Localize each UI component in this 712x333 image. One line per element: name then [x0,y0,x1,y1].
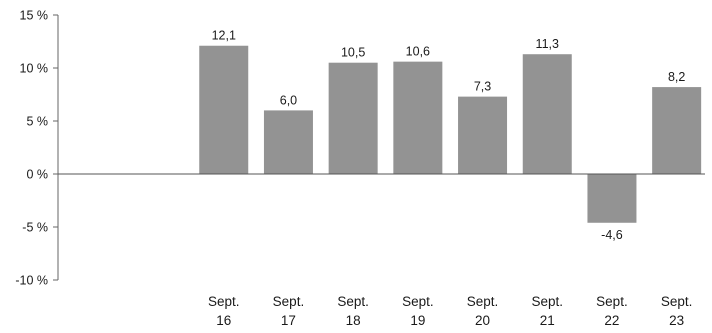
bar [587,174,637,223]
y-tick-label: 0 % [26,168,48,182]
bar-value-label: 6,0 [280,93,297,107]
y-tick-label: 15 % [20,9,49,23]
bar [652,87,702,174]
y-tick-label: 5 % [26,115,48,129]
x-category-label: Sept. [661,294,693,309]
bar [393,61,443,174]
bar-value-label: 7,3 [474,80,491,94]
bar-value-label: 10,6 [406,45,430,59]
x-axis-labels: Sept. 16 Sept. 17 Sept. 18 Sept. 19 Sept. 20 Sept.… [208,294,692,328]
bar [328,62,378,175]
bar [199,45,249,174]
bar-value-label: 12,1 [212,29,236,43]
x-category-label: 20 [475,313,490,328]
bars [199,45,702,223]
x-category-label: Sept. [337,294,369,309]
x-category-label: 19 [410,313,425,328]
x-category-label: Sept. [531,294,563,309]
bar [522,54,572,174]
x-category-label: 16 [216,313,231,328]
x-category-label: Sept. [273,294,305,309]
bar [458,96,508,174]
x-category-label: 18 [346,313,361,328]
x-category-label: 21 [540,313,555,328]
y-tick-label: -10 % [15,274,48,288]
x-category-label: Sept. [467,294,499,309]
bar-value-label: 10,5 [341,46,365,60]
bar-value-label: -4,6 [601,228,623,242]
bar-value-label: 11,3 [536,37,559,51]
x-category-label: Sept. [596,294,628,309]
value-labels: 12,1 6,0 10,5 10,6 7,3 11,3 -4,6 8,2 [212,29,686,242]
y-axis: 15 % 10 % 5 % 0 % -5 % -10 % [15,9,59,288]
x-category-label: Sept. [208,294,240,309]
x-category-label: 22 [604,313,619,328]
x-category-label: 17 [281,313,296,328]
bar [263,110,313,174]
y-tick-label: -5 % [22,221,48,235]
x-category-label: Sept. [402,294,434,309]
x-category-label: 23 [669,313,684,328]
y-tick-label: 10 % [20,62,49,76]
bar-value-label: 8,2 [668,70,685,84]
